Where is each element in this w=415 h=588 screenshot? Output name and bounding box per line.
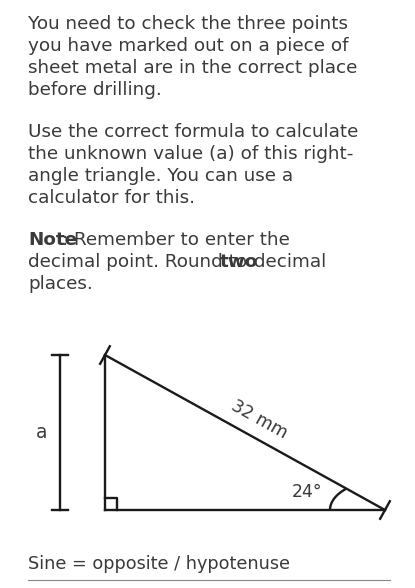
Text: You need to check the three points: You need to check the three points [28, 15, 348, 33]
Text: two: two [220, 253, 258, 271]
Text: a: a [36, 423, 48, 442]
Text: : Remember to enter the: : Remember to enter the [62, 231, 290, 249]
Text: 24°: 24° [292, 483, 322, 501]
Text: decimal: decimal [248, 253, 326, 271]
Text: 32 mm: 32 mm [228, 397, 290, 442]
Text: Note: Note [28, 231, 77, 249]
Text: calculator for this.: calculator for this. [28, 189, 195, 207]
Text: decimal point. Round to: decimal point. Round to [28, 253, 253, 271]
Text: places.: places. [28, 275, 93, 293]
Text: Use the correct formula to calculate: Use the correct formula to calculate [28, 123, 359, 141]
Text: the unknown value (a) of this right-: the unknown value (a) of this right- [28, 145, 354, 163]
Text: Sine = opposite / hypotenuse: Sine = opposite / hypotenuse [28, 555, 290, 573]
Text: before drilling.: before drilling. [28, 81, 162, 99]
Text: angle triangle. You can use a: angle triangle. You can use a [28, 167, 293, 185]
Text: sheet metal are in the correct place: sheet metal are in the correct place [28, 59, 357, 77]
Text: you have marked out on a piece of: you have marked out on a piece of [28, 37, 349, 55]
